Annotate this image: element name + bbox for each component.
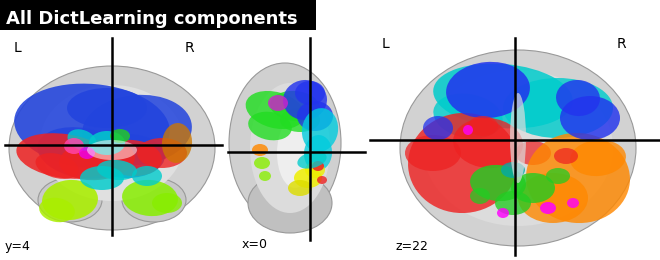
Ellipse shape <box>294 168 322 188</box>
Ellipse shape <box>89 134 165 178</box>
Ellipse shape <box>304 135 332 171</box>
Text: y=4: y=4 <box>5 240 31 253</box>
FancyBboxPatch shape <box>0 0 316 30</box>
Ellipse shape <box>518 173 588 223</box>
Text: L: L <box>14 41 22 55</box>
Ellipse shape <box>248 173 332 233</box>
Ellipse shape <box>433 63 573 128</box>
Ellipse shape <box>526 133 630 223</box>
Ellipse shape <box>463 125 473 135</box>
Ellipse shape <box>446 62 530 118</box>
Ellipse shape <box>102 140 162 176</box>
Text: R: R <box>185 41 195 55</box>
Ellipse shape <box>470 188 490 204</box>
Ellipse shape <box>122 180 178 216</box>
Ellipse shape <box>246 91 304 129</box>
Ellipse shape <box>503 78 613 138</box>
Ellipse shape <box>132 166 162 186</box>
Ellipse shape <box>295 81 325 105</box>
Ellipse shape <box>408 113 518 213</box>
Ellipse shape <box>67 88 147 128</box>
Ellipse shape <box>9 66 215 230</box>
Ellipse shape <box>122 178 186 222</box>
Ellipse shape <box>252 144 268 156</box>
Ellipse shape <box>423 70 613 226</box>
Ellipse shape <box>302 108 338 152</box>
Ellipse shape <box>254 157 270 169</box>
Ellipse shape <box>567 198 579 208</box>
Ellipse shape <box>162 123 192 163</box>
Ellipse shape <box>546 168 570 184</box>
Ellipse shape <box>87 140 137 160</box>
Ellipse shape <box>97 160 137 180</box>
Ellipse shape <box>540 202 556 214</box>
Ellipse shape <box>67 129 96 151</box>
Text: R: R <box>617 37 626 51</box>
Ellipse shape <box>248 112 292 140</box>
Ellipse shape <box>152 193 182 213</box>
Ellipse shape <box>40 85 184 201</box>
Ellipse shape <box>15 84 170 168</box>
Ellipse shape <box>423 116 453 140</box>
Ellipse shape <box>59 140 135 180</box>
Ellipse shape <box>229 63 341 223</box>
Ellipse shape <box>259 171 271 181</box>
Ellipse shape <box>79 147 95 159</box>
Ellipse shape <box>400 50 636 246</box>
Ellipse shape <box>39 198 75 222</box>
Text: x=0: x=0 <box>242 238 268 251</box>
Ellipse shape <box>470 165 526 201</box>
Ellipse shape <box>288 180 312 196</box>
Ellipse shape <box>283 80 327 120</box>
Ellipse shape <box>434 94 503 139</box>
Ellipse shape <box>497 208 509 218</box>
Ellipse shape <box>268 95 288 111</box>
Ellipse shape <box>317 176 327 184</box>
Ellipse shape <box>510 93 526 183</box>
Text: All DictLearning components: All DictLearning components <box>6 10 298 28</box>
Ellipse shape <box>137 138 187 168</box>
Ellipse shape <box>82 95 192 165</box>
Ellipse shape <box>38 127 127 179</box>
Ellipse shape <box>42 180 98 220</box>
Ellipse shape <box>36 153 79 179</box>
Ellipse shape <box>38 178 102 222</box>
Ellipse shape <box>511 173 555 203</box>
Ellipse shape <box>501 162 525 178</box>
Ellipse shape <box>250 83 330 213</box>
Ellipse shape <box>297 101 333 131</box>
Ellipse shape <box>495 191 531 215</box>
Ellipse shape <box>453 118 523 168</box>
Ellipse shape <box>515 141 551 165</box>
Ellipse shape <box>270 91 320 121</box>
Ellipse shape <box>560 96 620 140</box>
Ellipse shape <box>277 118 313 188</box>
Ellipse shape <box>570 140 626 176</box>
Ellipse shape <box>468 116 498 136</box>
Text: L: L <box>382 37 390 51</box>
Text: z=22: z=22 <box>395 240 428 253</box>
Ellipse shape <box>312 161 324 171</box>
Ellipse shape <box>110 129 130 143</box>
Ellipse shape <box>80 166 124 190</box>
Ellipse shape <box>405 135 461 171</box>
Ellipse shape <box>89 131 125 155</box>
Ellipse shape <box>554 148 578 164</box>
Ellipse shape <box>280 108 320 132</box>
Ellipse shape <box>64 138 84 154</box>
Ellipse shape <box>16 133 112 179</box>
Ellipse shape <box>305 162 325 178</box>
Ellipse shape <box>556 80 600 116</box>
Ellipse shape <box>298 151 327 169</box>
